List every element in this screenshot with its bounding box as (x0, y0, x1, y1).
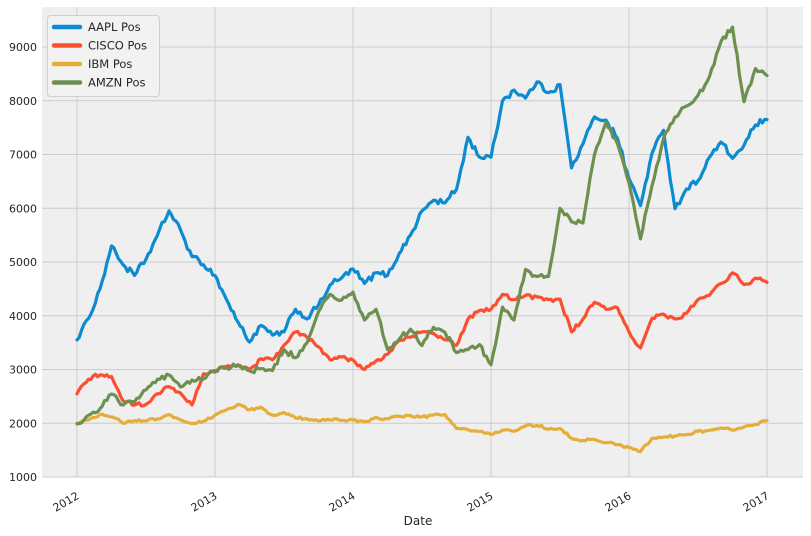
y-tick-label: 7000 (9, 149, 37, 162)
x-axis-title: Date (404, 514, 433, 528)
x-axis-ticks: 2012 2013 2014 2015 2016 2017 (51, 489, 772, 514)
legend-label: AAPL Pos (88, 20, 141, 34)
series-line-aapl-pos (75, 80, 769, 344)
plot-area (42, 7, 803, 477)
y-tick-label: 2000 (9, 417, 37, 430)
series-line-ibm-pos (75, 402, 769, 454)
legend-item-amzn-pos: AMZN Pos (51, 76, 145, 90)
y-tick-label: 3000 (9, 364, 37, 377)
x-tick-label: 2017 (741, 489, 772, 514)
legend: AAPL Pos CISCO Pos IBM Pos AMZN Pos (47, 15, 160, 97)
legend-label: AMZN Pos (88, 76, 145, 90)
legend-item-ibm-pos: IBM Pos (51, 57, 132, 71)
series-line-amzn-pos (75, 25, 769, 426)
y-tick-label: 4000 (9, 310, 37, 323)
legend-box (47, 15, 160, 97)
series-line-cisco-pos (75, 271, 769, 408)
x-tick-label: 2012 (51, 489, 82, 514)
legend-item-aapl-pos: AAPL Pos (51, 20, 141, 34)
x-tick-label: 2013 (189, 489, 220, 514)
legend-label: IBM Pos (88, 57, 132, 71)
y-axis-ticks: 1000 2000 3000 4000 5000 6000 7000 8000 9000 (9, 41, 37, 484)
x-tick-label: 2015 (465, 489, 496, 514)
y-tick-label: 6000 (9, 202, 37, 215)
series-lines (75, 25, 769, 454)
y-tick-label: 9000 (9, 41, 37, 54)
x-tick-label: 2014 (327, 489, 358, 514)
x-tick-label: 2016 (603, 489, 634, 514)
gridlines (42, 7, 803, 478)
y-tick-label: 5000 (9, 256, 37, 269)
y-tick-label: 8000 (9, 95, 37, 108)
y-tick-label: 1000 (9, 471, 37, 484)
legend-item-cisco-pos: CISCO Pos (51, 39, 147, 53)
legend-label: CISCO Pos (88, 39, 147, 53)
